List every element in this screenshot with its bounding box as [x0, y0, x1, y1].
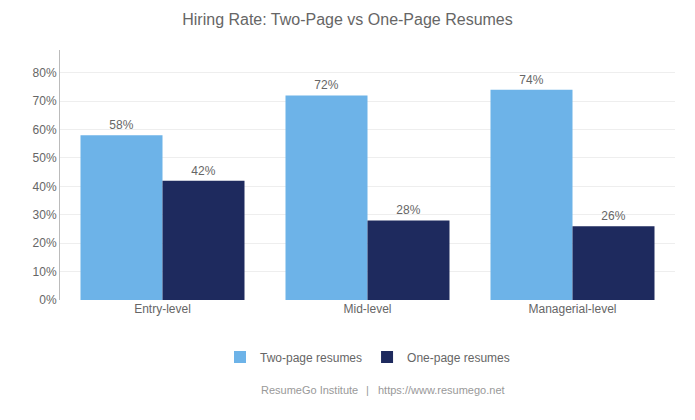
svg-text:Entry-level: Entry-level	[134, 302, 191, 316]
svg-text:58%: 58%	[109, 118, 133, 132]
svg-text:28%: 28%	[396, 203, 420, 217]
svg-text:74%: 74%	[519, 73, 543, 87]
svg-text:Hiring Rate: Two-Page vs One-P: Hiring Rate: Two-Page vs One-Page Resume…	[182, 11, 513, 28]
svg-text:Two-page resumes: Two-page resumes	[260, 351, 362, 365]
svg-text:ResumeGo Institute: ResumeGo Institute	[261, 384, 358, 396]
svg-text:20%: 20%	[33, 236, 57, 250]
svg-text:80%: 80%	[33, 66, 57, 80]
svg-text:10%: 10%	[33, 265, 57, 279]
svg-text:72%: 72%	[314, 78, 338, 92]
svg-text:30%: 30%	[33, 208, 57, 222]
svg-text:https://www.resumego.net: https://www.resumego.net	[378, 384, 505, 396]
svg-text:0%: 0%	[39, 293, 57, 307]
svg-text:42%: 42%	[191, 164, 215, 178]
svg-text:70%: 70%	[33, 94, 57, 108]
svg-text:Mid-level: Mid-level	[343, 302, 391, 316]
svg-text:60%: 60%	[33, 123, 57, 137]
svg-text:40%: 40%	[33, 180, 57, 194]
svg-text:|: |	[366, 384, 369, 396]
svg-text:26%: 26%	[601, 209, 625, 223]
svg-text:One-page resumes: One-page resumes	[407, 351, 510, 365]
svg-text:50%: 50%	[33, 151, 57, 165]
svg-text:Managerial-level: Managerial-level	[528, 302, 616, 316]
